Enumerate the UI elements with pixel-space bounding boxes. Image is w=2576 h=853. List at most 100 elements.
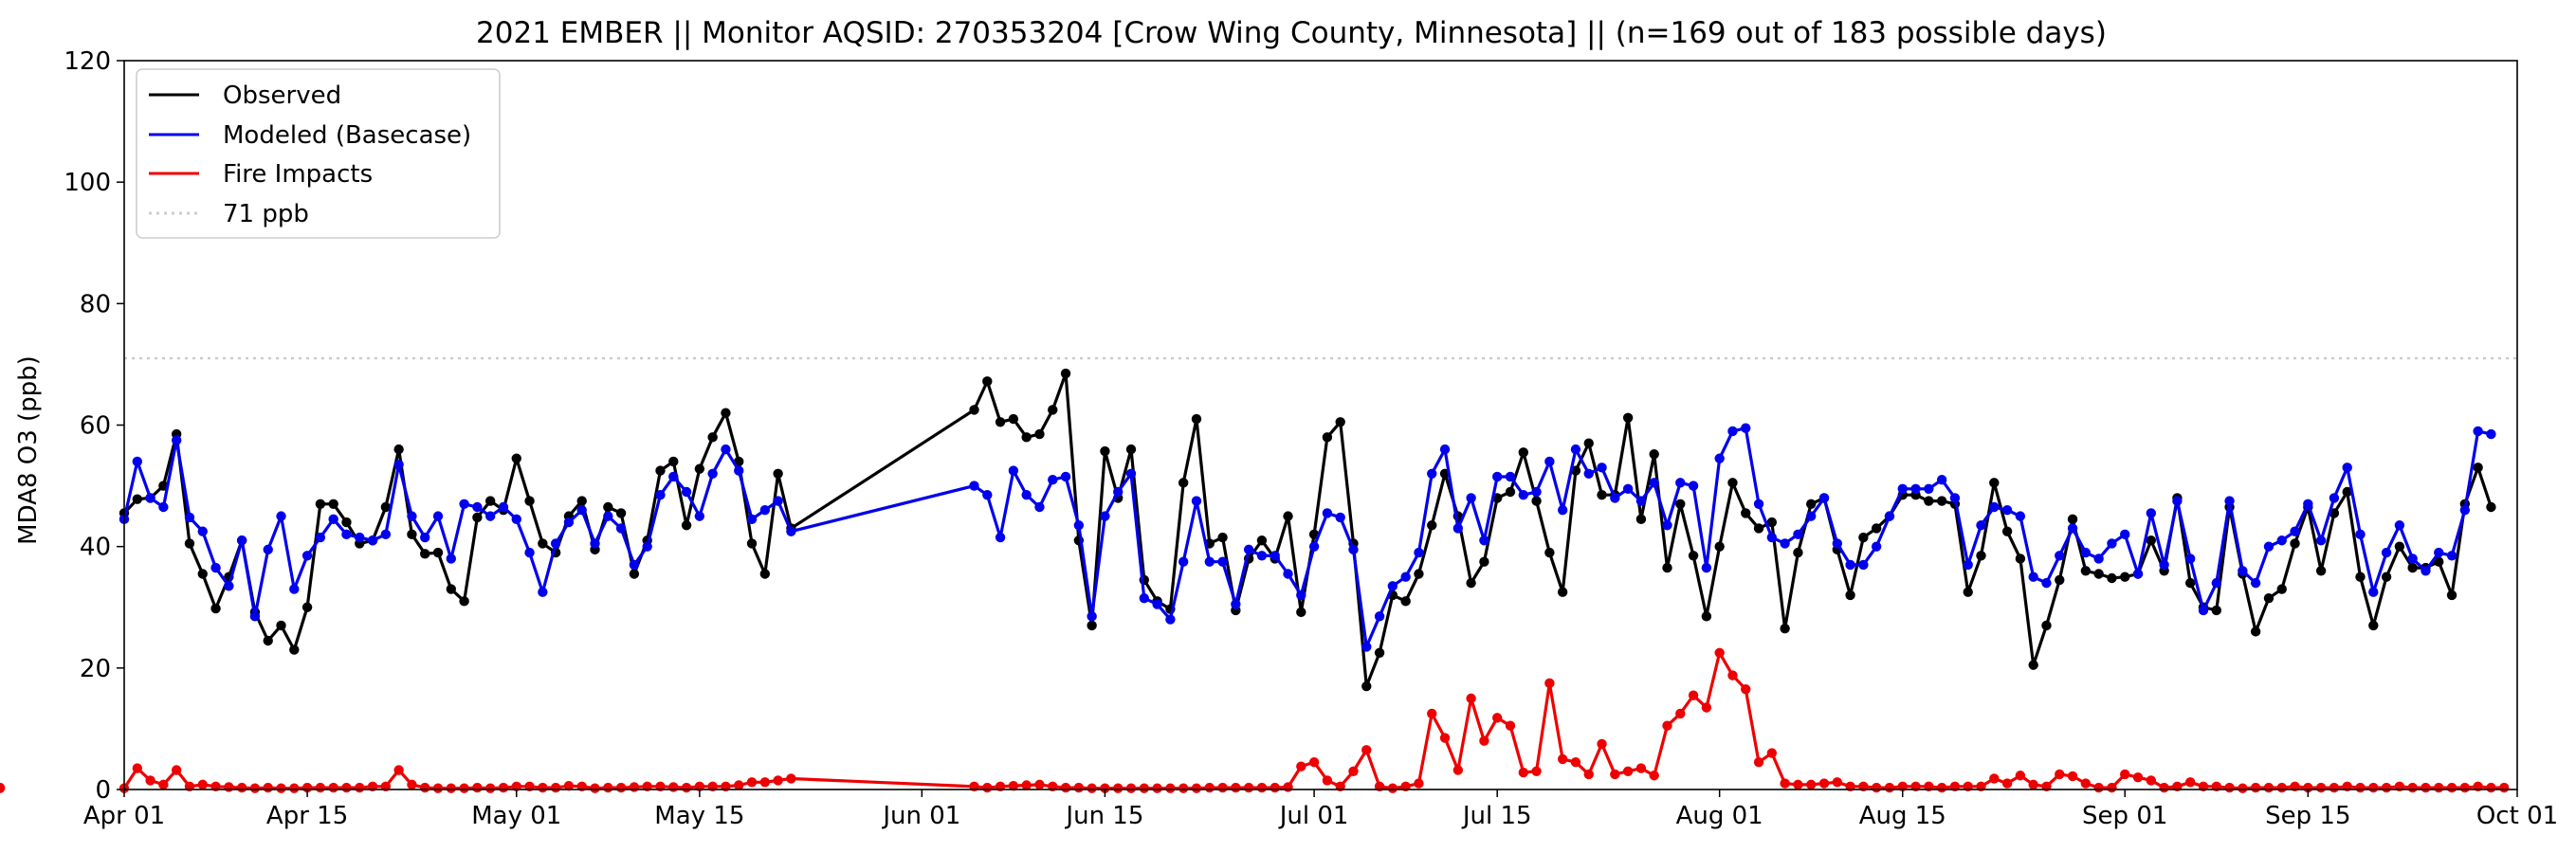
- series-fire-impacts: [0, 647, 2510, 793]
- data-point-observed-150: [2250, 626, 2261, 637]
- data-point-observed-52: [969, 405, 979, 415]
- x-tick-label-7: Jul 15: [1461, 802, 1532, 830]
- data-point-fire-impacts-109: [1714, 647, 1725, 659]
- data-point-observed-137: [2080, 566, 2092, 576]
- data-point-observed-108: [1701, 611, 1712, 622]
- data-point-modeled-basecase-78: [1308, 541, 1320, 552]
- data-point-observed-32: [538, 538, 548, 549]
- data-point-fire-impacts-169: [2499, 782, 2510, 793]
- data-point-fire-impacts-91: [1479, 735, 1489, 746]
- data-point-observed-147: [2211, 605, 2221, 616]
- data-point-observed-6: [197, 569, 208, 579]
- data-point-modeled-basecase-132: [2015, 511, 2026, 521]
- data-point-modeled-basecase-110: [1727, 426, 1738, 437]
- data-point-modeled-basecase-165: [2446, 551, 2457, 561]
- data-point-fire-impacts-139: [2107, 782, 2117, 793]
- data-point-observed-15: [315, 499, 326, 510]
- data-point-modeled-basecase-18: [355, 532, 365, 543]
- data-point-modeled-basecase-85: [1400, 572, 1411, 582]
- data-point-modeled-basecase-17: [341, 529, 352, 540]
- data-point-modeled-basecase-159: [2368, 587, 2379, 597]
- data-point-modeled-basecase-44: [694, 511, 705, 521]
- data-point-fire-impacts-149: [2238, 783, 2248, 793]
- data-point-observed-49: [759, 569, 771, 579]
- data-point-fire-impacts-158: [2355, 782, 2366, 793]
- data-point-fire-impacts-9: [236, 782, 247, 793]
- data-point-fire-impacts-1: [132, 763, 142, 773]
- data-point-fire-impacts-126: [1936, 782, 1947, 793]
- data-point-modeled-basecase-138: [2093, 554, 2104, 564]
- data-point-fire-impacts-98: [1570, 756, 1581, 768]
- data-point-fire-impacts-69: [1191, 783, 1202, 793]
- data-point-observed-91: [1479, 556, 1489, 567]
- data-point-modeled-basecase-33: [550, 538, 561, 549]
- data-point-fire-impacts-117: [1818, 778, 1830, 789]
- data-point-fire-impacts-53: [982, 782, 993, 793]
- data-point-fire-impacts-163: [2421, 782, 2431, 793]
- series-observed: [119, 368, 2496, 692]
- data-point-modeled-basecase-135: [2055, 551, 2065, 561]
- data-point-modeled-basecase-8: [224, 581, 234, 591]
- data-point-modeled-basecase-59: [1060, 471, 1071, 482]
- data-point-fire-impacts-106: [1675, 708, 1686, 719]
- data-point-modeled-basecase-41: [655, 490, 666, 500]
- data-point-fire-impacts-113: [1766, 748, 1778, 758]
- data-point-modeled-basecase-134: [2041, 577, 2052, 589]
- data-point-observed-37: [603, 501, 613, 513]
- data-point-fire-impacts-102: [1622, 766, 1634, 776]
- data-point-modeled-basecase-7: [210, 562, 221, 573]
- data-point-fire-impacts-66: [1152, 783, 1162, 793]
- data-point-modeled-basecase-103: [1635, 496, 1647, 506]
- x-tick-label-5: Jun 15: [1064, 802, 1143, 830]
- data-point-observed-139: [2107, 572, 2117, 584]
- data-point-fire-impacts-18: [355, 782, 365, 793]
- data-point-modeled-basecase-42: [668, 471, 679, 482]
- data-point-modeled-basecase-130: [1989, 501, 2000, 513]
- data-point-fire-impacts-136: [2067, 771, 2078, 782]
- data-point-observed-58: [1048, 405, 1058, 415]
- data-point-fire-impacts-55: [1008, 780, 1019, 791]
- data-point-fire-impacts-49: [759, 777, 771, 788]
- data-point-modeled-basecase-89: [1452, 523, 1464, 534]
- data-point-modeled-basecase-35: [576, 505, 587, 516]
- data-point-fire-impacts-70: [1204, 782, 1215, 793]
- data-point-modeled-basecase-31: [524, 547, 535, 558]
- data-point-modeled-basecase-53: [982, 490, 993, 500]
- data-point-observed-11: [263, 635, 273, 646]
- data-point-modeled-basecase-3: [158, 501, 169, 513]
- data-point-fire-impacts-16: [328, 782, 338, 793]
- data-point-modeled-basecase-5: [184, 512, 195, 523]
- data-point-observed-121: [1871, 523, 1882, 534]
- data-point-fire-impacts-21: [393, 765, 404, 775]
- data-point-modeled-basecase-167: [2473, 426, 2483, 437]
- data-point-modeled-basecase-48: [746, 514, 758, 525]
- legend-label-reference: 71 ppb: [223, 200, 309, 228]
- data-point-modeled-basecase-52: [969, 481, 979, 491]
- data-point-fire-impacts-116: [1806, 779, 1817, 790]
- data-point-observed-100: [1597, 490, 1607, 500]
- data-point-fire-impacts-59: [1060, 782, 1071, 793]
- y-tick-label-100: 100: [64, 169, 111, 197]
- data-point-observed-71: [1217, 532, 1228, 543]
- data-point-fire-impacts-88: [1439, 733, 1451, 743]
- data-point-modeled-basecase-105: [1662, 520, 1672, 531]
- data-point-modeled-basecase-40: [642, 541, 652, 552]
- data-point-fire-impacts-101: [1610, 769, 1620, 780]
- data-point-observed-1: [132, 494, 142, 504]
- data-point-fire-impacts-110: [1727, 670, 1738, 681]
- data-point-modeled-basecase-32: [538, 587, 548, 597]
- data-point-observed-90: [1466, 577, 1476, 589]
- data-point-observed-61: [1087, 620, 1097, 631]
- data-point-modeled-basecase-84: [1387, 581, 1398, 591]
- data-point-observed-38: [615, 508, 627, 518]
- data-point-fire-impacts-37: [603, 782, 613, 793]
- data-point-modeled-basecase-122: [1884, 511, 1895, 521]
- data-point-modeled-basecase-153: [2290, 526, 2300, 536]
- data-point-fire-impacts-50: [773, 775, 783, 786]
- data-point-observed-45: [707, 432, 718, 443]
- data-point-observed-17: [341, 517, 352, 528]
- data-point-fire-impacts-138: [2093, 782, 2104, 793]
- data-point-observed-136: [2067, 514, 2078, 525]
- data-point-modeled-basecase-63: [1113, 486, 1124, 498]
- data-point-fire-impacts-145: [2184, 777, 2196, 788]
